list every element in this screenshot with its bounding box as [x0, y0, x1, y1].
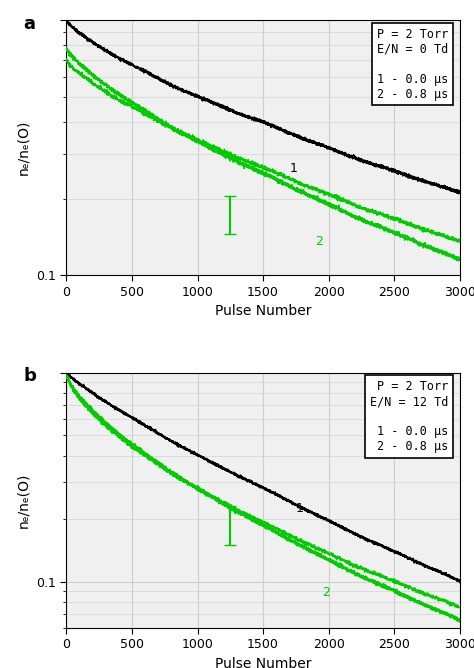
Text: 2: 2 — [316, 234, 323, 248]
Text: a: a — [23, 15, 35, 33]
X-axis label: Pulse Number: Pulse Number — [215, 305, 311, 319]
Text: P = 2 Torr
E/N = 12 Td

1 - 0.0 μs
2 - 0.8 μs: P = 2 Torr E/N = 12 Td 1 - 0.0 μs 2 - 0.… — [370, 380, 448, 453]
Y-axis label: nₑ/nₑ(O): nₑ/nₑ(O) — [17, 472, 30, 528]
Text: b: b — [23, 367, 36, 385]
Text: P = 2 Torr
E/N = 0 Td

1 - 0.0 μs
2 - 0.8 μs: P = 2 Torr E/N = 0 Td 1 - 0.0 μs 2 - 0.8… — [377, 27, 448, 101]
Text: 2: 2 — [322, 587, 330, 599]
Text: 1: 1 — [296, 502, 304, 515]
X-axis label: Pulse Number: Pulse Number — [215, 657, 311, 668]
Y-axis label: nₑ/nₑ(O): nₑ/nₑ(O) — [17, 120, 30, 176]
Text: 1: 1 — [289, 162, 297, 174]
